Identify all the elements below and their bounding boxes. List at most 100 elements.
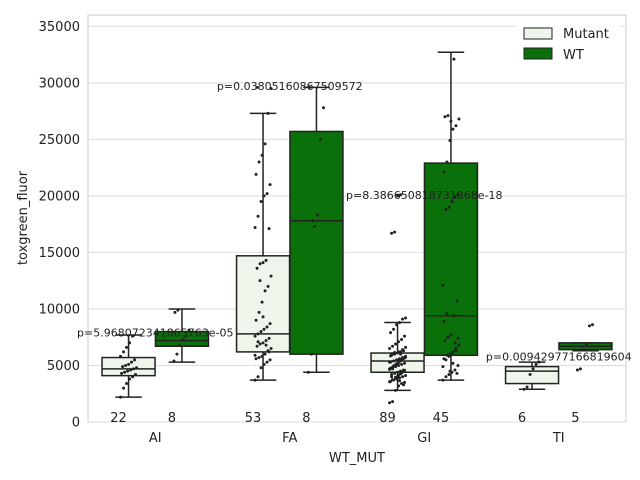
data-point	[263, 142, 267, 146]
data-point	[402, 383, 406, 387]
data-point	[403, 356, 407, 360]
data-point	[450, 351, 454, 355]
data-point	[402, 369, 406, 373]
data-point	[452, 57, 456, 61]
data-point	[452, 314, 456, 318]
y-tick-label: 35000	[39, 20, 80, 35]
sample-count: 8	[302, 411, 310, 426]
data-point	[398, 379, 402, 383]
data-point	[184, 334, 188, 338]
sample-count: 89	[379, 411, 396, 426]
data-point	[256, 332, 260, 336]
x-tick-label: FA	[282, 431, 297, 446]
data-point	[441, 378, 445, 382]
data-point	[389, 331, 393, 335]
data-point	[397, 350, 401, 354]
y-tick-label: 5000	[47, 359, 80, 374]
sample-count: 45	[433, 411, 450, 426]
data-point	[399, 372, 403, 376]
data-point	[447, 205, 451, 209]
data-point	[446, 114, 450, 118]
data-point	[456, 336, 460, 340]
x-axis-label: WT_MUT	[329, 451, 385, 466]
data-point	[259, 200, 263, 204]
data-point	[122, 350, 126, 354]
data-point	[131, 375, 135, 379]
data-point	[451, 361, 455, 365]
box-mutant-fa	[235, 112, 291, 381]
data-point	[396, 358, 400, 362]
data-point	[178, 343, 182, 347]
legend-label-wt: WT	[563, 48, 584, 63]
box-body	[289, 130, 344, 355]
data-point	[263, 352, 267, 356]
x-axis: AI FA GI TI	[149, 431, 565, 446]
data-point	[534, 362, 538, 366]
data-point	[404, 374, 408, 378]
data-point	[391, 378, 395, 382]
data-point	[257, 356, 261, 360]
data-point	[389, 354, 393, 358]
data-point	[397, 340, 401, 344]
y-axis-label: toxgreen_fluor	[16, 170, 31, 265]
x-tick-label: GI	[417, 431, 431, 446]
data-point	[454, 124, 458, 128]
y-tick-label: 10000	[39, 302, 80, 317]
data-point	[260, 300, 264, 304]
data-point	[266, 284, 270, 288]
box-wt-gi	[423, 51, 479, 381]
data-point	[390, 375, 394, 379]
legend-swatch-mutant	[523, 27, 553, 40]
data-point	[575, 368, 579, 372]
data-point	[264, 339, 268, 343]
data-point	[120, 371, 124, 375]
sample-count-labels: 22 53 89 6 8 8 45 5	[110, 411, 579, 426]
data-point	[268, 322, 272, 326]
data-point	[259, 366, 263, 370]
y-tick-label: 15000	[39, 246, 80, 261]
data-point	[121, 365, 125, 369]
data-point	[450, 200, 454, 204]
data-point	[388, 360, 392, 364]
data-point	[578, 367, 582, 371]
data-point	[392, 327, 396, 331]
data-point	[129, 368, 133, 372]
data-point	[173, 310, 177, 314]
box-body	[235, 255, 291, 353]
data-point	[264, 343, 268, 347]
data-point	[394, 388, 398, 392]
sample-count: 8	[168, 411, 176, 426]
data-point	[309, 352, 313, 356]
data-point	[394, 376, 398, 380]
data-point	[441, 365, 445, 369]
data-point	[254, 357, 258, 361]
data-point	[391, 400, 395, 404]
data-point	[264, 258, 268, 262]
data-point	[455, 299, 459, 303]
data-point	[122, 386, 126, 390]
data-point	[124, 363, 128, 367]
data-point	[388, 367, 392, 371]
data-point	[403, 361, 407, 365]
data-point	[393, 363, 397, 367]
box-body	[101, 356, 156, 377]
x-tick-label: TI	[552, 431, 565, 446]
data-point	[590, 323, 594, 327]
data-point	[453, 341, 457, 345]
data-point	[404, 345, 408, 349]
data-point	[187, 328, 191, 332]
box-body	[423, 162, 479, 357]
data-point	[253, 334, 257, 338]
data-point	[441, 283, 445, 287]
data-point	[119, 395, 123, 399]
data-point	[391, 344, 395, 348]
data-point	[266, 111, 270, 115]
data-point	[401, 317, 405, 321]
data-point	[265, 325, 269, 329]
y-tick-label: 0	[72, 416, 80, 431]
data-point	[525, 385, 529, 389]
data-point	[587, 324, 591, 328]
data-point	[262, 327, 266, 331]
data-point	[312, 224, 316, 228]
data-point	[306, 370, 310, 374]
